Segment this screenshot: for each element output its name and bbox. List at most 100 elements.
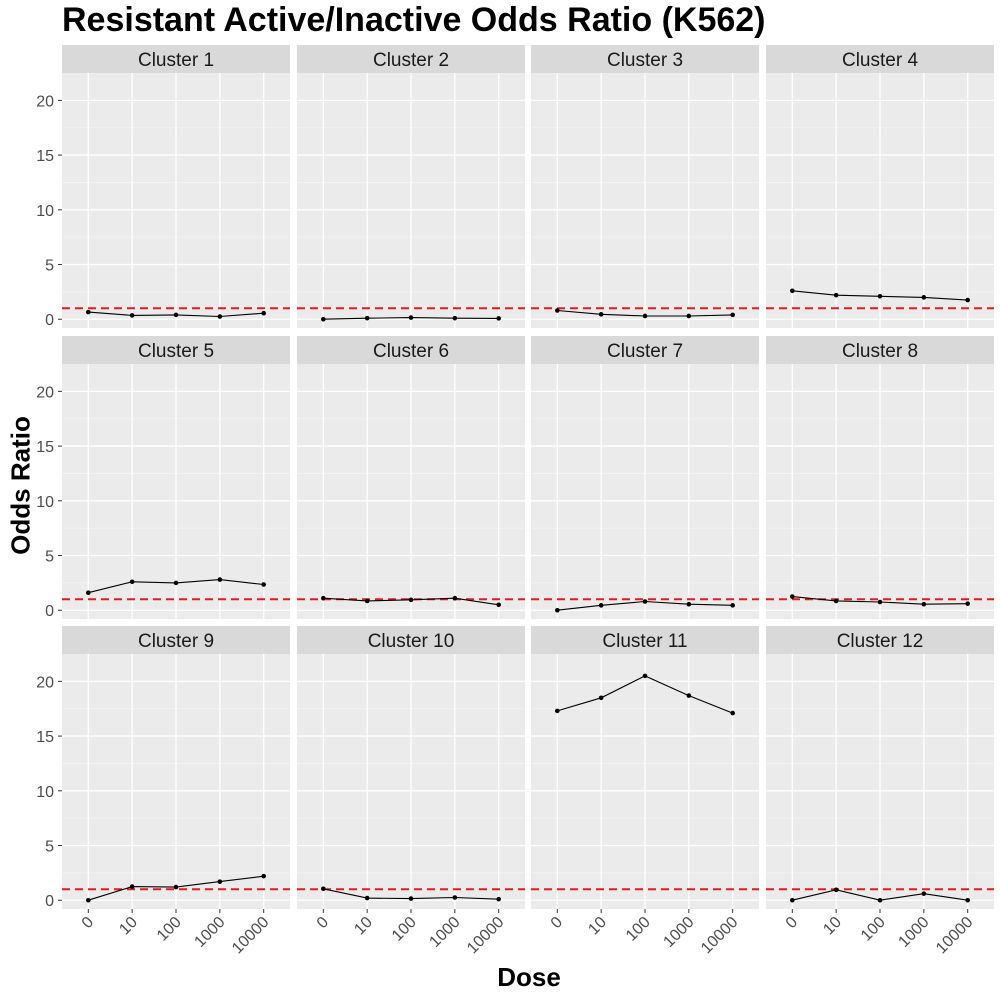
x-tick-label: 10000 bbox=[698, 914, 742, 958]
facet-strip bbox=[297, 45, 525, 73]
data-point bbox=[217, 314, 223, 319]
data-point bbox=[496, 896, 501, 902]
data-point bbox=[790, 288, 795, 294]
data-point bbox=[86, 897, 91, 903]
data-point bbox=[408, 597, 414, 603]
data-point bbox=[877, 293, 883, 299]
data-point bbox=[833, 598, 839, 604]
data-point bbox=[642, 313, 648, 319]
facet-label: Cluster 9 bbox=[138, 631, 214, 652]
data-point bbox=[452, 895, 458, 900]
facet-strip bbox=[62, 626, 290, 654]
data-point bbox=[364, 598, 370, 604]
facet-label: Cluster 4 bbox=[842, 50, 918, 71]
x-tick-label: 10 bbox=[820, 914, 845, 939]
y-axis-label: Odds Ratio bbox=[5, 416, 36, 555]
data-point bbox=[217, 577, 223, 582]
data-point bbox=[642, 599, 648, 604]
x-tick-label: 0 bbox=[783, 914, 801, 932]
facet-label: Cluster 1 bbox=[138, 50, 214, 71]
facet-label: Cluster 11 bbox=[602, 631, 687, 652]
data-point bbox=[833, 887, 839, 893]
y-tick-label: 20 bbox=[36, 674, 54, 691]
facet-label: Cluster 8 bbox=[842, 341, 918, 362]
x-tick-label: 100 bbox=[623, 914, 654, 945]
x-axis-label: Dose bbox=[497, 962, 561, 992]
facet-strip bbox=[766, 45, 994, 73]
data-point bbox=[173, 884, 179, 890]
x-tick-label: 10000 bbox=[229, 914, 273, 958]
data-point bbox=[173, 580, 179, 586]
y-tick-label: 5 bbox=[45, 549, 54, 566]
x-tick-label: 10000 bbox=[933, 914, 977, 958]
facet-label: Cluster 3 bbox=[607, 50, 683, 71]
data-point bbox=[321, 886, 326, 892]
y-tick-label: 10 bbox=[36, 203, 54, 220]
facet-strip bbox=[766, 336, 994, 364]
data-point bbox=[877, 897, 883, 903]
x-tick-label: 100 bbox=[858, 914, 889, 945]
data-point bbox=[686, 693, 692, 698]
facet-strip bbox=[766, 626, 994, 654]
facet-label: Cluster 6 bbox=[373, 341, 449, 362]
y-tick-label: 0 bbox=[45, 312, 54, 329]
y-tick-label: 5 bbox=[45, 839, 54, 856]
data-point bbox=[496, 602, 501, 608]
facet-strip bbox=[297, 336, 525, 364]
x-tick-label: 1000 bbox=[660, 914, 697, 951]
data-point bbox=[321, 316, 326, 322]
data-point bbox=[921, 891, 927, 896]
y-tick-label: 20 bbox=[36, 384, 54, 401]
x-tick-label: 0 bbox=[548, 914, 566, 932]
data-point bbox=[730, 710, 735, 716]
facet-strip bbox=[62, 45, 290, 73]
facet-label: Cluster 12 bbox=[837, 631, 924, 652]
x-tick-label: 1000 bbox=[191, 914, 228, 951]
y-tick-label: 10 bbox=[36, 784, 54, 801]
data-point bbox=[86, 309, 91, 315]
data-point bbox=[598, 603, 604, 608]
data-point bbox=[129, 313, 135, 318]
data-point bbox=[129, 884, 135, 889]
y-tick-label: 20 bbox=[36, 93, 54, 110]
data-point bbox=[965, 897, 970, 903]
data-point bbox=[730, 312, 735, 318]
y-tick-label: 15 bbox=[36, 148, 54, 165]
data-point bbox=[364, 895, 370, 901]
chart-title: Resistant Active/Inactive Odds Ratio (K5… bbox=[62, 1, 766, 39]
data-point bbox=[598, 312, 604, 317]
x-tick-label: 10 bbox=[116, 914, 141, 939]
data-point bbox=[877, 599, 883, 605]
data-point bbox=[261, 873, 266, 879]
data-point bbox=[364, 315, 370, 321]
x-tick-label: 100 bbox=[389, 914, 420, 945]
data-point bbox=[555, 308, 560, 313]
data-point bbox=[790, 594, 795, 599]
y-tick-label: 15 bbox=[36, 439, 54, 456]
x-tick-label: 1000 bbox=[426, 914, 463, 951]
facet-strip bbox=[62, 336, 290, 364]
data-point bbox=[598, 695, 604, 701]
y-tick-label: 0 bbox=[45, 893, 54, 910]
x-tick-label: 0 bbox=[314, 914, 332, 932]
data-point bbox=[642, 673, 648, 679]
facet-label: Cluster 2 bbox=[373, 50, 449, 71]
facet-strip bbox=[531, 626, 759, 654]
data-point bbox=[833, 292, 839, 298]
y-tick-label: 10 bbox=[36, 494, 54, 511]
facet-strip bbox=[297, 626, 525, 654]
y-tick-label: 5 bbox=[45, 258, 54, 275]
x-tick-label: 1000 bbox=[895, 914, 932, 951]
data-point bbox=[408, 315, 414, 320]
data-point bbox=[555, 708, 560, 714]
data-point bbox=[965, 297, 970, 303]
data-point bbox=[555, 607, 560, 613]
facet-strip bbox=[531, 336, 759, 364]
x-tick-label: 0 bbox=[79, 914, 97, 932]
data-point bbox=[86, 590, 91, 596]
x-tick-label: 100 bbox=[154, 914, 185, 945]
x-tick-label: 10 bbox=[351, 914, 376, 939]
data-point bbox=[217, 879, 223, 884]
data-point bbox=[408, 896, 414, 901]
